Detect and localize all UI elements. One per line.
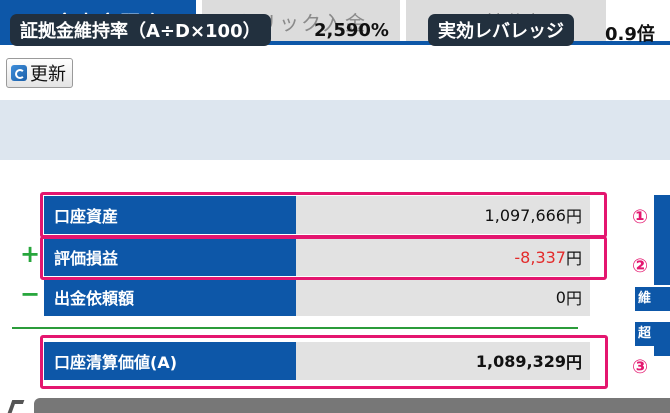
- cropped-label-1: 維: [635, 287, 670, 311]
- valuation-pl-value: -8,337 円: [296, 238, 590, 276]
- plus-sign: +: [20, 240, 41, 268]
- section-header-bar[interactable]: [34, 398, 670, 413]
- summary-divider: [12, 327, 578, 329]
- annotation-3: ③: [632, 356, 649, 378]
- collapse-icon[interactable]: [7, 400, 25, 413]
- account-assets-row: 口座資産 1,097,666 円: [44, 196, 590, 234]
- cropped-panel-edge: [654, 195, 670, 285]
- margin-ratio-label: 証拠金維持率（A÷D×100）: [10, 14, 271, 46]
- minus-sign: −: [20, 280, 41, 308]
- account-assets-value: 1,097,666 円: [296, 196, 590, 234]
- cropped-label-2: 超: [635, 322, 670, 346]
- refresh-icon: [11, 65, 27, 81]
- margin-info-bar: [0, 100, 670, 160]
- liquidation-value-value: 1,089,329 円: [296, 342, 590, 380]
- withdrawal-request-label: 出金依頼額: [44, 278, 296, 316]
- annotation-1: ①: [632, 206, 649, 228]
- margin-ratio-value: 2,590%: [314, 20, 389, 41]
- liquidation-value-label: 口座清算価値(A): [44, 342, 296, 380]
- refresh-button[interactable]: 更新: [6, 58, 73, 88]
- refresh-label: 更新: [30, 64, 66, 85]
- liquidation-value-row: 口座清算価値(A) 1,089,329 円: [44, 342, 590, 380]
- highlight-box-3: [40, 335, 608, 389]
- highlight-box-2: [40, 236, 607, 280]
- leverage-label: 実効レバレッジ: [428, 14, 574, 46]
- valuation-pl-label: 評価損益: [44, 238, 296, 276]
- cropped-panel-edge-2: [654, 346, 670, 356]
- tab-underline: [0, 41, 670, 45]
- leverage-value: 0.9倍: [605, 24, 655, 45]
- account-assets-label: 口座資産: [44, 196, 296, 234]
- highlight-box-1: [40, 192, 607, 238]
- valuation-pl-row: 評価損益 -8,337 円: [44, 238, 590, 276]
- annotation-2: ②: [632, 255, 649, 277]
